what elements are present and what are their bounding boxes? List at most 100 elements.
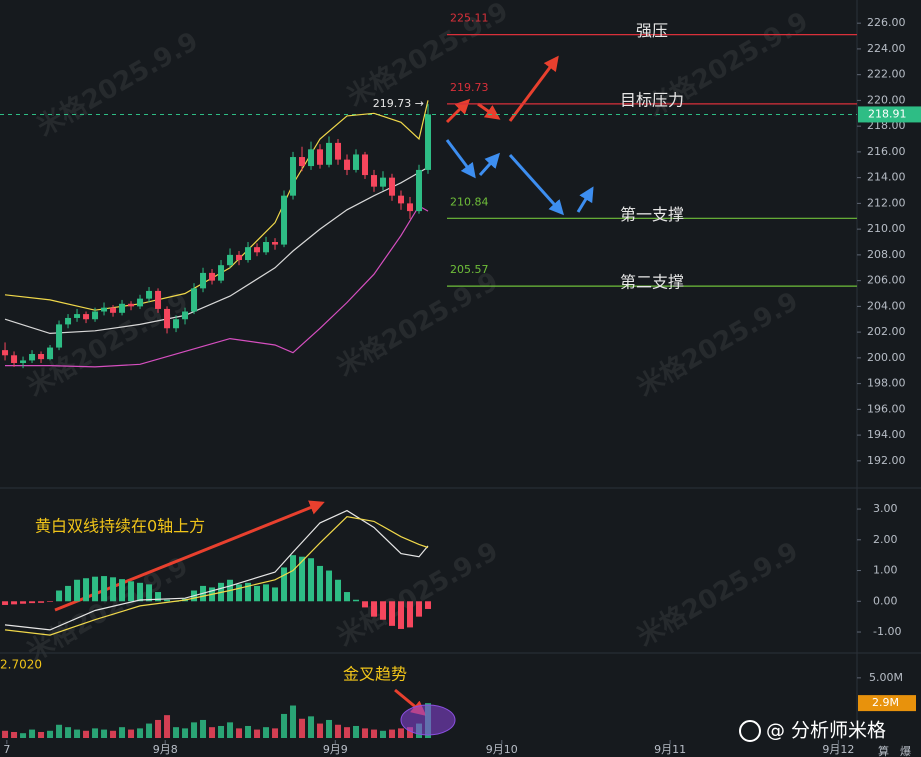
- macd-bar: [74, 579, 81, 602]
- y-tick-label: -1.00: [873, 625, 901, 638]
- volume-bar: [146, 723, 153, 738]
- y-tick-label: 3.00: [873, 502, 898, 515]
- arrow: [54, 500, 325, 612]
- macd-bar: [101, 576, 108, 602]
- macd-bar: [128, 581, 135, 602]
- volume-note: 金叉趋势: [343, 665, 407, 684]
- macd-bar: [11, 601, 18, 605]
- volume-bar: [317, 723, 324, 738]
- y-tick-label: 202.00: [867, 325, 906, 338]
- volume-bar: [110, 730, 117, 738]
- volume-bar: [227, 722, 234, 738]
- y-tick-label: 208.00: [867, 248, 906, 261]
- candle-body: [245, 247, 252, 261]
- x-tick-label: 9月12: [822, 743, 854, 756]
- y-tick-label: 5.00M: [869, 671, 903, 684]
- volume-bar: [56, 724, 63, 738]
- macd-bar: [236, 584, 243, 602]
- macd-line: [4, 509, 429, 631]
- macd-bar: [380, 601, 387, 620]
- volume-tag: [858, 695, 916, 712]
- level-value: 225.11: [450, 12, 489, 25]
- candle-body: [416, 169, 423, 212]
- macd-bar: [281, 567, 288, 602]
- y-tick-label: 212.00: [867, 196, 906, 209]
- band-line: [5, 205, 429, 368]
- candle-body: [2, 350, 9, 356]
- volume-bar: [83, 730, 90, 738]
- macd-bar: [245, 582, 252, 602]
- macd-bar: [47, 601, 54, 602]
- macd-bar: [353, 599, 360, 602]
- volume-bar: [218, 725, 225, 738]
- macd-bar: [65, 585, 72, 602]
- volume-bar: [191, 722, 198, 738]
- volume-bar: [74, 729, 81, 738]
- macd-bar: [416, 601, 423, 617]
- volume-bar: [119, 727, 126, 738]
- volume-bar: [2, 730, 9, 738]
- volume-bar: [236, 728, 243, 738]
- volume-bar: [299, 718, 306, 738]
- signature: @ 分析师米格: [766, 720, 886, 742]
- volume-last-label: 2.9M: [872, 696, 899, 709]
- candle-body: [425, 114, 432, 170]
- volume-bar: [362, 728, 369, 738]
- arrow: [477, 102, 501, 120]
- volume-bar: [155, 719, 162, 738]
- volume-bar: [137, 728, 144, 738]
- macd-bar: [398, 601, 405, 629]
- candle-body: [317, 149, 324, 165]
- volume-bar: [389, 729, 396, 738]
- macd-value: 2.7020: [0, 658, 42, 672]
- macd-bar: [110, 577, 117, 602]
- volume-bar: [11, 731, 18, 738]
- macd-bar: [326, 570, 333, 602]
- x-tick-label: 7: [3, 743, 10, 756]
- candle-body: [83, 314, 90, 320]
- candle-body: [101, 307, 108, 312]
- volume-bar: [128, 729, 135, 738]
- x-tick-label: 9月10: [486, 743, 518, 756]
- arrow: [508, 153, 565, 216]
- macd-bar: [335, 579, 342, 602]
- candle-body: [29, 353, 36, 361]
- candle-body: [191, 288, 198, 312]
- macd-bar: [425, 601, 432, 609]
- candle-body: [173, 319, 180, 329]
- toolbar-item[interactable]: 算: [878, 744, 889, 757]
- volume-bar: [398, 728, 405, 738]
- volume-bar: [344, 727, 351, 738]
- y-tick-label: 210.00: [867, 222, 906, 235]
- macd-bar: [92, 576, 99, 602]
- volume-bar: [65, 727, 72, 738]
- y-tick-label: 192.00: [867, 454, 906, 467]
- toolbar-item[interactable]: 爆: [900, 744, 911, 757]
- candle-body: [65, 317, 72, 325]
- candle-body: [308, 149, 315, 167]
- macd-bar: [155, 592, 162, 602]
- y-tick-label: 200.00: [867, 351, 906, 364]
- candle-body: [146, 290, 153, 299]
- macd-note: 黄白双线持续在0轴上方: [35, 517, 205, 536]
- candle-body: [56, 324, 63, 348]
- volume-bar: [353, 725, 360, 738]
- y-tick-label: 214.00: [867, 171, 906, 184]
- candle-body: [326, 142, 333, 165]
- volume-bar: [326, 719, 333, 738]
- macd-bar: [254, 585, 261, 602]
- arrow: [445, 139, 476, 179]
- level-value: 219.73: [450, 81, 489, 94]
- y-tick-label: 226.00: [867, 16, 906, 29]
- macd-bar: [371, 601, 378, 617]
- volume-bar: [308, 716, 315, 738]
- y-tick-label: 222.00: [867, 68, 906, 81]
- volume-bar: [101, 729, 108, 738]
- candle-body: [119, 303, 126, 313]
- candle-body: [11, 355, 18, 364]
- macd-bar: [263, 584, 270, 602]
- candle-body: [200, 272, 207, 289]
- macd-bar: [272, 587, 279, 602]
